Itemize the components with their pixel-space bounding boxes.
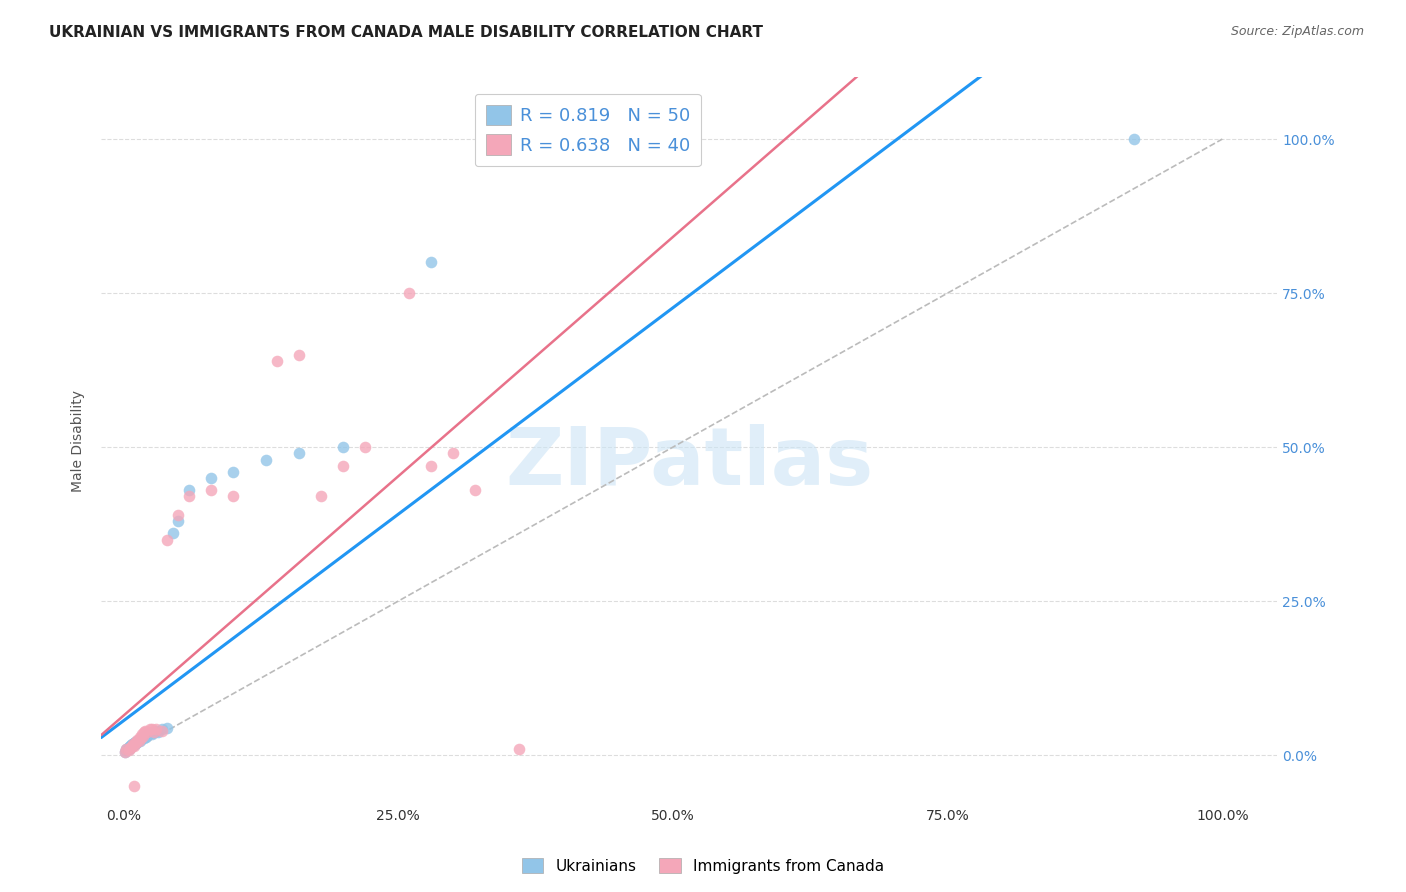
Point xyxy=(167,514,190,528)
Point xyxy=(122,739,145,753)
Point xyxy=(222,465,245,479)
Point xyxy=(125,735,148,749)
Text: UKRAINIAN VS IMMIGRANTS FROM CANADA MALE DISABILITY CORRELATION CHART: UKRAINIAN VS IMMIGRANTS FROM CANADA MALE… xyxy=(49,25,763,40)
Point xyxy=(118,743,141,757)
Point xyxy=(266,354,288,368)
Point xyxy=(122,739,145,753)
Point xyxy=(124,735,146,749)
Point xyxy=(118,740,141,755)
Point xyxy=(136,725,159,739)
Point xyxy=(179,483,201,498)
Point xyxy=(121,739,143,753)
Point xyxy=(508,742,530,756)
Point xyxy=(118,742,141,756)
Point xyxy=(134,723,156,738)
Point xyxy=(120,739,142,754)
Point xyxy=(179,490,201,504)
Legend: R = 0.819   N = 50, R = 0.638   N = 40: R = 0.819 N = 50, R = 0.638 N = 40 xyxy=(475,94,702,166)
Point xyxy=(124,736,146,750)
Point xyxy=(128,734,150,748)
Point xyxy=(128,732,150,747)
Point xyxy=(145,722,167,736)
Point xyxy=(129,731,152,745)
Point xyxy=(134,729,156,743)
Point xyxy=(464,483,486,498)
Point xyxy=(118,740,141,755)
Point xyxy=(131,727,153,741)
Point xyxy=(122,737,145,751)
Point xyxy=(128,731,150,746)
Point xyxy=(125,735,148,749)
Point xyxy=(120,739,142,754)
Point xyxy=(117,740,139,755)
Text: Source: ZipAtlas.com: Source: ZipAtlas.com xyxy=(1230,25,1364,38)
Point xyxy=(127,732,149,747)
Point xyxy=(441,446,464,460)
Point xyxy=(354,440,377,454)
Point xyxy=(222,490,245,504)
Point xyxy=(420,255,443,269)
Point xyxy=(150,723,173,737)
Point xyxy=(420,458,443,473)
Point xyxy=(114,745,136,759)
Point xyxy=(132,725,155,739)
Point xyxy=(136,728,159,742)
Point xyxy=(115,742,138,756)
Point xyxy=(132,730,155,744)
Point xyxy=(121,739,143,753)
Point xyxy=(122,737,145,751)
Point xyxy=(309,490,332,504)
Point xyxy=(1123,132,1146,146)
Point xyxy=(138,727,160,741)
Point xyxy=(128,730,150,744)
Point xyxy=(398,286,420,301)
Point xyxy=(143,725,166,739)
Point xyxy=(139,725,162,739)
Point xyxy=(118,740,141,755)
Point xyxy=(131,731,153,745)
Text: ZIPatlas: ZIPatlas xyxy=(505,424,873,502)
Point xyxy=(138,723,160,737)
Point xyxy=(288,446,311,460)
Point xyxy=(124,737,146,751)
Point xyxy=(122,736,145,750)
Y-axis label: Male Disability: Male Disability xyxy=(72,390,86,492)
Point xyxy=(200,471,222,485)
Point xyxy=(288,348,311,362)
Point xyxy=(150,723,173,738)
Point xyxy=(118,739,141,753)
Point xyxy=(115,743,138,757)
Point xyxy=(129,732,152,747)
Point xyxy=(254,452,277,467)
Point xyxy=(167,508,190,522)
Point xyxy=(127,735,149,749)
Point xyxy=(128,733,150,747)
Point xyxy=(132,729,155,743)
Point xyxy=(141,727,163,741)
Point xyxy=(143,725,166,739)
Point xyxy=(156,533,179,547)
Point xyxy=(120,739,142,753)
Point xyxy=(135,730,157,744)
Point xyxy=(114,745,136,759)
Point xyxy=(121,737,143,751)
Point xyxy=(156,721,179,735)
Point xyxy=(127,733,149,747)
Point xyxy=(122,779,145,793)
Point xyxy=(332,440,354,454)
Point xyxy=(141,723,163,737)
Point xyxy=(200,483,222,498)
Point xyxy=(115,742,138,756)
Legend: Ukrainians, Immigrants from Canada: Ukrainians, Immigrants from Canada xyxy=(516,852,890,880)
Point xyxy=(122,737,145,751)
Point xyxy=(148,725,170,739)
Point xyxy=(125,736,148,750)
Point xyxy=(162,526,184,541)
Point xyxy=(332,458,354,473)
Point xyxy=(145,723,167,738)
Point xyxy=(132,731,155,745)
